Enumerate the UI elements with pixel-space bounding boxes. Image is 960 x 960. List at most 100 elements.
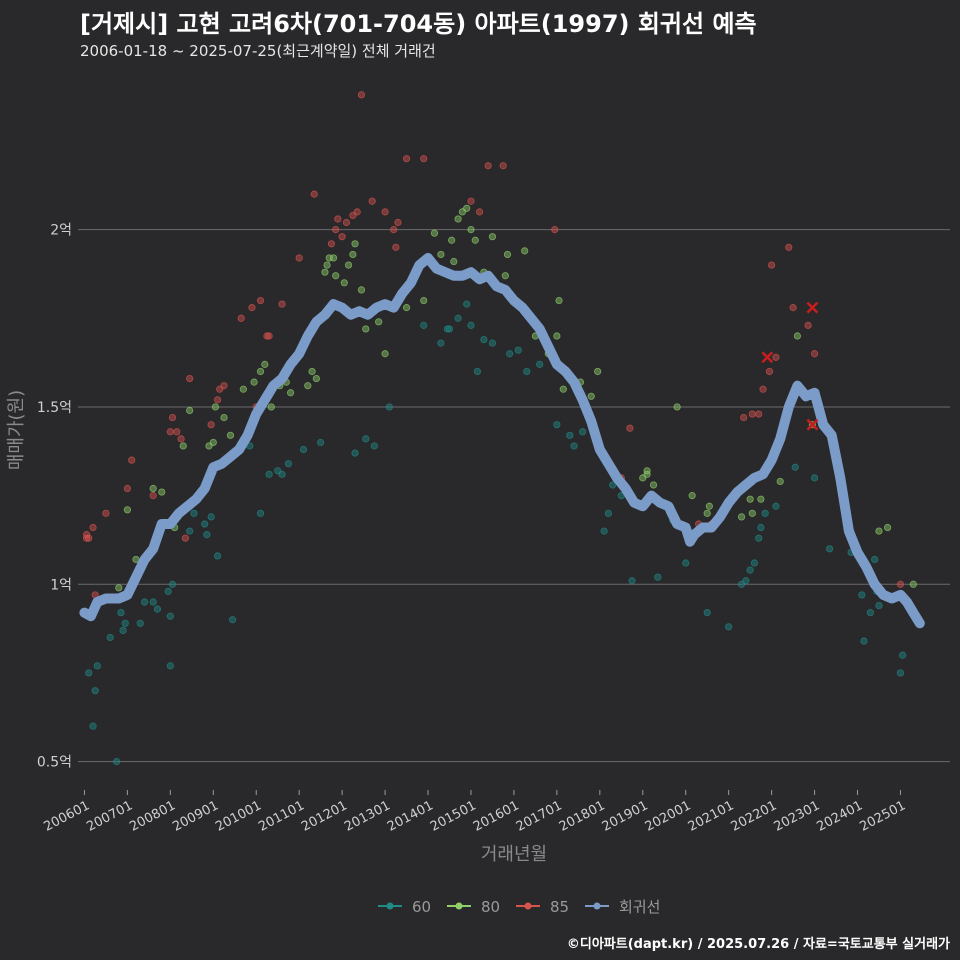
trend-line bbox=[79, 253, 925, 629]
data-point-85 bbox=[785, 243, 793, 251]
data-point-60 bbox=[256, 509, 265, 517]
data-point-85 bbox=[149, 492, 157, 500]
data-point-85 bbox=[85, 534, 93, 542]
data-point-60 bbox=[553, 421, 561, 429]
legend-swatch-dot bbox=[524, 902, 532, 910]
data-point-60 bbox=[121, 619, 129, 627]
data-point-85 bbox=[310, 190, 318, 198]
data-point-60 bbox=[761, 509, 769, 517]
data-point-80 bbox=[703, 509, 711, 517]
data-point-60 bbox=[467, 321, 475, 329]
chart-title: [거제시] 고현 고려6차(701-704동) 아파트(1997) 회귀선 예측 bbox=[80, 10, 757, 38]
data-point-60 bbox=[85, 669, 93, 677]
y-tick-label: 1억 bbox=[50, 577, 72, 593]
data-point-80 bbox=[649, 481, 658, 489]
data-point-85 bbox=[392, 243, 400, 251]
data-point-80 bbox=[503, 250, 512, 259]
data-point-60 bbox=[682, 559, 690, 567]
grid-layer bbox=[78, 229, 950, 763]
x-tick-label: 200701 bbox=[84, 798, 135, 835]
data-point-60 bbox=[437, 339, 445, 347]
data-point-85 bbox=[420, 155, 428, 163]
data-point-85 bbox=[177, 435, 185, 443]
legend-swatch-dot bbox=[386, 902, 394, 910]
x-tick-label: 201501 bbox=[428, 798, 479, 835]
data-point-80 bbox=[351, 240, 359, 248]
data-point-60 bbox=[166, 662, 174, 670]
data-point-80 bbox=[559, 385, 567, 393]
data-point-85 bbox=[332, 226, 340, 234]
data-point-80 bbox=[123, 506, 131, 514]
data-point-80 bbox=[488, 233, 497, 241]
data-point-80 bbox=[115, 584, 123, 592]
data-point-85 bbox=[220, 382, 228, 390]
data-point-60 bbox=[628, 577, 636, 585]
data-point-60 bbox=[523, 367, 531, 376]
data-point-85 bbox=[551, 226, 559, 234]
data-point-60 bbox=[136, 619, 144, 627]
data-point-85 bbox=[213, 396, 222, 404]
data-point-60 bbox=[166, 612, 174, 620]
data-point-60 bbox=[362, 435, 370, 443]
data-point-80 bbox=[211, 403, 220, 411]
highlight-cross bbox=[806, 418, 819, 431]
legend-item-60: 60 bbox=[378, 898, 431, 916]
data-point-85 bbox=[278, 300, 286, 308]
data-point-80 bbox=[501, 272, 509, 280]
data-point-60 bbox=[600, 527, 608, 535]
highlight-marker bbox=[761, 351, 774, 364]
data-point-80 bbox=[793, 332, 801, 340]
data-point-80 bbox=[209, 438, 217, 447]
data-point-80 bbox=[267, 403, 275, 411]
data-point-85 bbox=[353, 208, 361, 216]
x-tick-label: 201201 bbox=[299, 798, 350, 835]
data-point-60 bbox=[791, 463, 799, 471]
data-point-80 bbox=[149, 484, 157, 493]
x-tick-label: 201001 bbox=[213, 798, 264, 835]
source-caption: ©디아파트(dapt.kr) / 2025.07.26 / 자료=국토교통부 실… bbox=[566, 937, 950, 952]
data-point-80 bbox=[420, 296, 428, 305]
data-point-85 bbox=[265, 332, 273, 340]
data-point-85 bbox=[102, 509, 110, 517]
data-point-80 bbox=[883, 523, 892, 532]
data-point-60 bbox=[488, 339, 497, 347]
data-point-85 bbox=[256, 296, 265, 305]
data-point-60 bbox=[506, 350, 514, 358]
data-point-60 bbox=[351, 449, 359, 457]
x-tick-label: 201901 bbox=[600, 798, 651, 835]
data-point-85 bbox=[166, 428, 174, 436]
data-point-85 bbox=[186, 374, 194, 383]
x-tick-label: 200901 bbox=[170, 798, 221, 835]
data-point-60 bbox=[579, 428, 587, 436]
data-point-60 bbox=[810, 474, 819, 482]
x-tick-label: 201601 bbox=[471, 798, 522, 835]
data-point-85 bbox=[467, 197, 475, 205]
data-point-80 bbox=[555, 296, 563, 305]
x-tick-label: 201101 bbox=[256, 798, 307, 835]
data-point-60 bbox=[317, 438, 325, 447]
data-point-60 bbox=[454, 314, 462, 322]
x-tick-label: 201301 bbox=[342, 798, 393, 835]
data-point-80 bbox=[179, 442, 187, 450]
data-point-60 bbox=[899, 651, 907, 659]
data-point-80 bbox=[226, 431, 235, 439]
y-tick-label: 1.5억 bbox=[37, 400, 72, 416]
data-point-85 bbox=[82, 534, 91, 542]
x-tick-label: 201401 bbox=[385, 798, 436, 835]
data-point-80 bbox=[909, 580, 917, 588]
highlight-layer bbox=[761, 301, 819, 431]
x-tick-label: 200801 bbox=[127, 798, 178, 835]
data-point-85 bbox=[173, 428, 181, 436]
data-point-80 bbox=[688, 492, 696, 500]
data-point-60 bbox=[385, 403, 393, 411]
data-point-80 bbox=[186, 406, 194, 415]
data-point-60 bbox=[604, 509, 613, 517]
data-point-85 bbox=[804, 321, 812, 329]
data-point-85 bbox=[342, 218, 351, 227]
highlight-marker bbox=[806, 301, 819, 314]
data-point-80 bbox=[643, 470, 651, 478]
data-point-60 bbox=[473, 367, 482, 376]
data-point-85 bbox=[207, 421, 215, 429]
data-point-60 bbox=[858, 591, 866, 599]
